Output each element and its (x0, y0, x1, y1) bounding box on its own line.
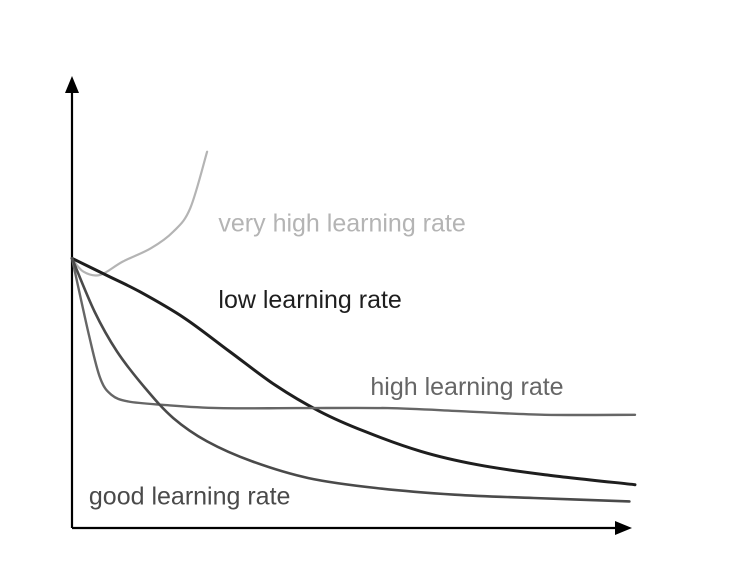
axes (65, 76, 632, 535)
series-labels: very high learning rate low learning rate… (89, 210, 564, 511)
x-axis-arrow-icon (615, 521, 632, 535)
series-line-low-learning-rate (70, 256, 637, 487)
series-group (70, 150, 637, 503)
series-line-good-learning-rate (70, 257, 631, 503)
y-axis-arrow-icon (65, 76, 79, 93)
series-line-very-high-learning-rate (70, 150, 209, 277)
series-label-very-high-learning-rate: very high learning rate (218, 210, 465, 238)
series-label-low-learning-rate: low learning rate (218, 286, 401, 314)
series-line-high-learning-rate (70, 257, 637, 417)
series-label-good-learning-rate: good learning rate (89, 483, 291, 511)
series-label-high-learning-rate: high learning rate (370, 373, 563, 401)
